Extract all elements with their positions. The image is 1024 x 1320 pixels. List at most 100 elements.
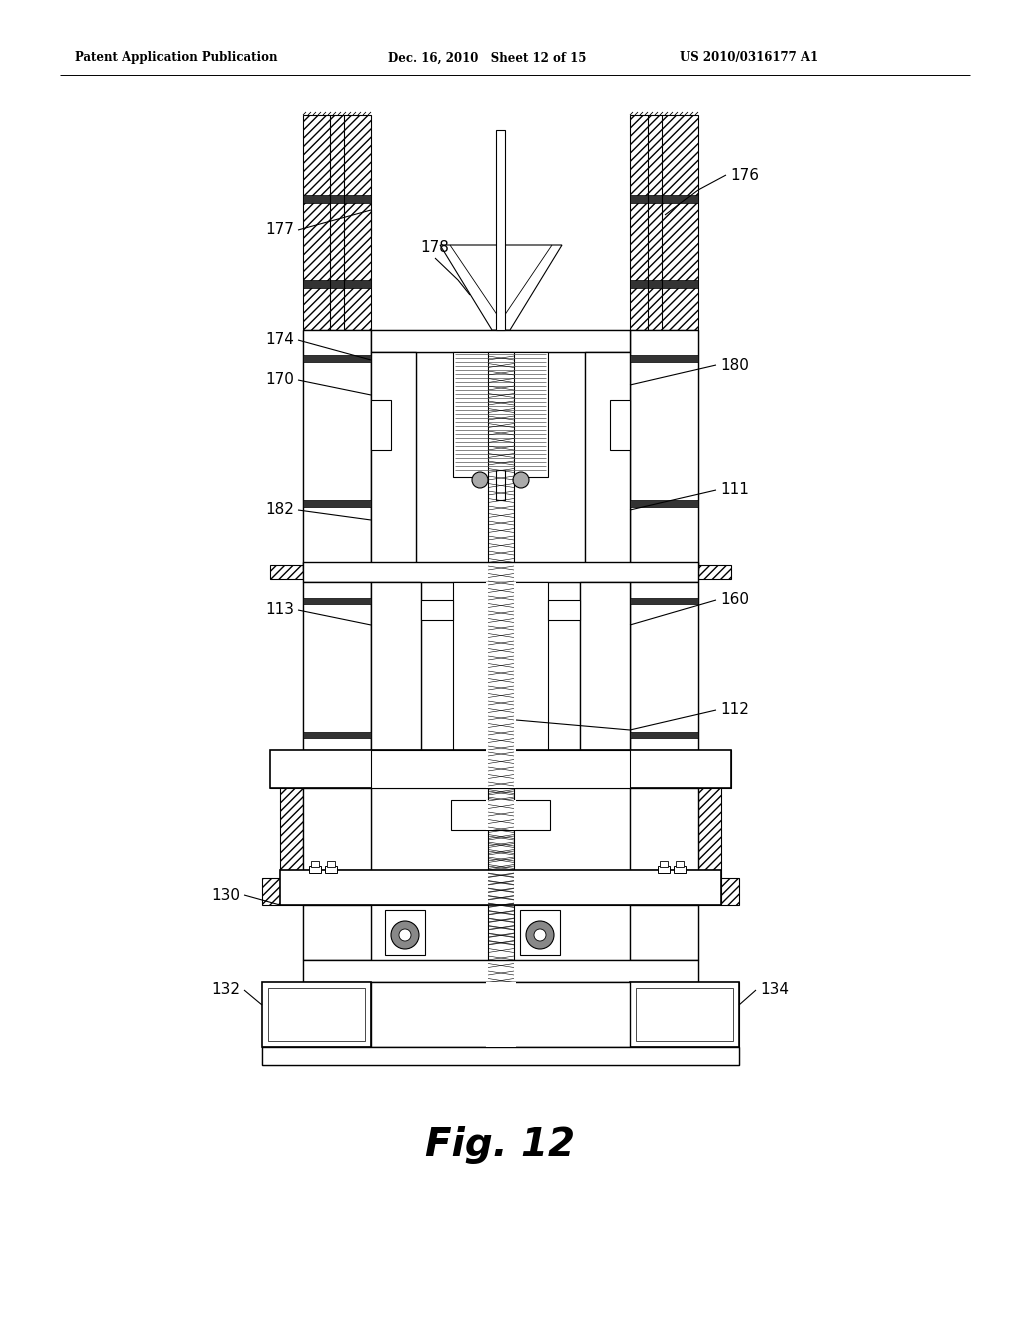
- Bar: [486, 750, 516, 788]
- Bar: [303, 733, 371, 738]
- Bar: [630, 582, 698, 750]
- Text: 113: 113: [265, 602, 294, 618]
- Bar: [414, 906, 460, 960]
- Bar: [630, 115, 698, 330]
- Bar: [496, 129, 505, 330]
- Bar: [674, 866, 686, 873]
- Bar: [421, 601, 453, 620]
- Polygon shape: [440, 246, 562, 330]
- Bar: [371, 788, 630, 870]
- Circle shape: [399, 929, 411, 941]
- Text: 180: 180: [720, 358, 749, 372]
- Bar: [371, 582, 421, 750]
- Bar: [303, 562, 698, 582]
- Text: 182: 182: [265, 503, 294, 517]
- Bar: [453, 582, 548, 750]
- Text: US 2010/0316177 A1: US 2010/0316177 A1: [680, 51, 818, 65]
- Bar: [303, 280, 371, 288]
- Bar: [698, 788, 721, 870]
- Bar: [585, 352, 630, 570]
- Bar: [270, 750, 731, 788]
- Bar: [630, 355, 698, 362]
- Bar: [585, 352, 630, 570]
- Bar: [385, 909, 425, 954]
- Bar: [270, 750, 731, 788]
- Bar: [325, 866, 337, 873]
- Bar: [371, 400, 391, 450]
- Bar: [262, 1047, 739, 1065]
- Bar: [327, 861, 335, 867]
- Bar: [303, 598, 371, 605]
- Text: 134: 134: [760, 982, 790, 998]
- Bar: [580, 582, 630, 750]
- Circle shape: [534, 929, 546, 941]
- Text: 160: 160: [720, 593, 749, 607]
- Bar: [421, 788, 451, 870]
- Bar: [371, 352, 416, 570]
- Bar: [416, 352, 453, 477]
- Bar: [630, 982, 739, 1047]
- Bar: [630, 906, 698, 960]
- Bar: [630, 906, 698, 960]
- Bar: [371, 352, 416, 570]
- Bar: [262, 982, 371, 1047]
- Text: 130: 130: [211, 887, 240, 903]
- Bar: [311, 861, 319, 867]
- Text: 111: 111: [720, 483, 749, 498]
- Bar: [486, 800, 516, 830]
- Bar: [280, 870, 721, 906]
- Bar: [520, 909, 560, 954]
- Bar: [309, 866, 321, 873]
- Bar: [486, 582, 516, 750]
- Circle shape: [391, 921, 419, 949]
- Circle shape: [513, 473, 529, 488]
- Bar: [303, 582, 371, 750]
- Bar: [371, 982, 630, 1047]
- Bar: [303, 195, 371, 203]
- Bar: [636, 987, 733, 1041]
- Bar: [371, 750, 630, 788]
- Bar: [548, 352, 585, 477]
- Bar: [303, 330, 371, 570]
- Bar: [303, 960, 698, 982]
- Bar: [371, 330, 630, 352]
- Bar: [580, 582, 630, 750]
- Bar: [630, 788, 698, 870]
- Bar: [496, 470, 505, 500]
- Bar: [453, 582, 548, 750]
- Bar: [451, 800, 550, 830]
- Text: Fig. 12: Fig. 12: [425, 1126, 575, 1164]
- Text: Dec. 16, 2010   Sheet 12 of 15: Dec. 16, 2010 Sheet 12 of 15: [388, 51, 587, 65]
- Bar: [698, 565, 731, 579]
- Bar: [303, 562, 698, 582]
- Bar: [488, 352, 514, 1012]
- Bar: [371, 906, 630, 960]
- Bar: [303, 330, 371, 570]
- Text: 174: 174: [265, 333, 294, 347]
- Text: 178: 178: [421, 240, 450, 256]
- Bar: [421, 582, 580, 750]
- Bar: [630, 733, 698, 738]
- Bar: [268, 987, 365, 1041]
- Bar: [451, 800, 550, 830]
- Bar: [270, 565, 303, 579]
- Bar: [658, 866, 670, 873]
- Bar: [630, 982, 739, 1047]
- Text: Patent Application Publication: Patent Application Publication: [75, 51, 278, 65]
- Bar: [280, 788, 303, 870]
- Bar: [676, 861, 684, 867]
- Bar: [262, 982, 371, 1047]
- Bar: [385, 909, 425, 954]
- Circle shape: [526, 921, 554, 949]
- Bar: [303, 960, 698, 982]
- Bar: [371, 982, 630, 1047]
- Bar: [610, 400, 630, 450]
- Bar: [303, 788, 371, 870]
- Bar: [371, 582, 421, 750]
- Bar: [548, 601, 580, 620]
- Bar: [416, 352, 585, 570]
- Text: 177: 177: [265, 223, 294, 238]
- Bar: [630, 195, 698, 203]
- Bar: [453, 352, 548, 477]
- Bar: [630, 330, 698, 570]
